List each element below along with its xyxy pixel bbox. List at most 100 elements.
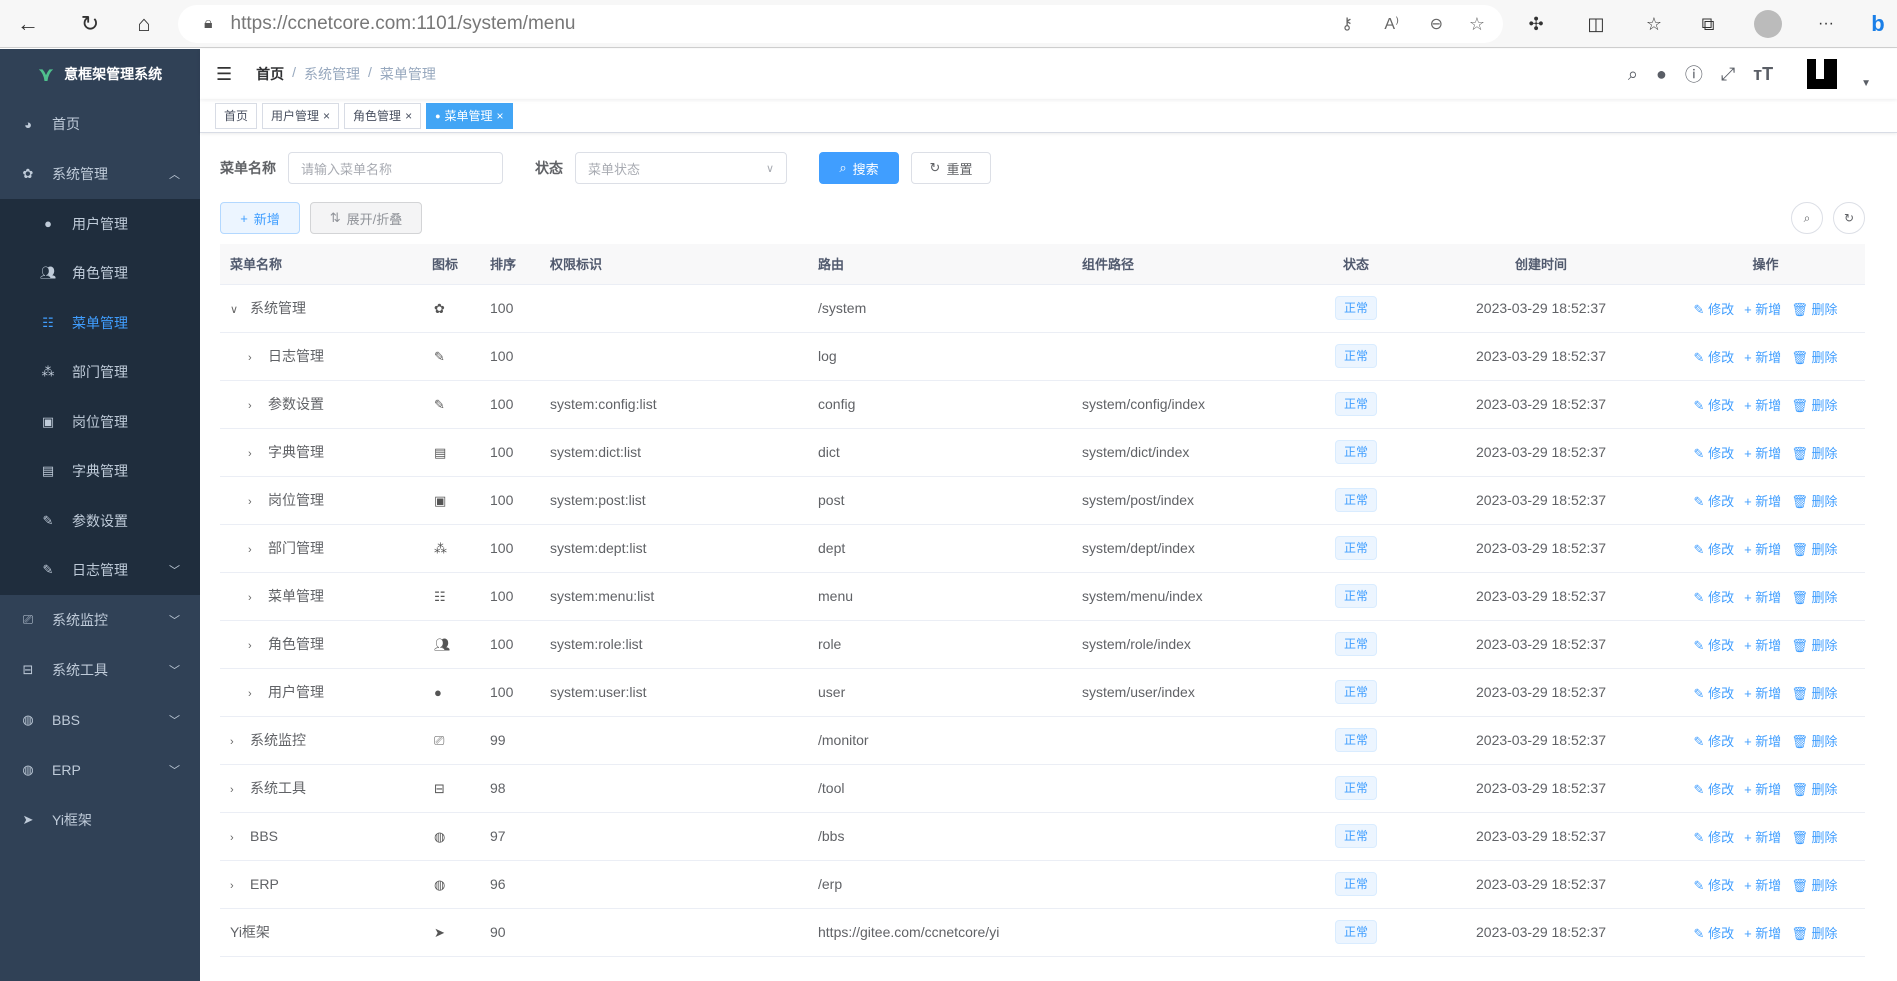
add-child-button[interactable]: + 新增 <box>1744 542 1781 557</box>
sidebar-item[interactable]: ➤ Yi框架 <box>0 795 200 845</box>
delete-button[interactable]: 🗑︎ 删除 <box>1791 638 1837 653</box>
delete-button[interactable]: 🗑︎ 删除 <box>1791 734 1837 749</box>
chevron-right-icon[interactable]: › <box>230 736 234 748</box>
extensions-icon[interactable]: ✣ <box>1528 13 1544 34</box>
delete-button[interactable]: 🗑︎ 删除 <box>1791 830 1837 845</box>
sidebar-item[interactable]: ◍ BBS ﹀ <box>0 695 200 745</box>
delete-button[interactable]: 🗑︎ 删除 <box>1791 926 1837 941</box>
add-child-button[interactable]: + 新增 <box>1744 638 1781 653</box>
sidebar-item[interactable]: ◍ ERP ﹀ <box>0 745 200 795</box>
home-icon[interactable]: ⌂ <box>137 11 151 36</box>
table-row[interactable]: › 系统工具 ⊟ 98/tool 正常 2023-03-29 18:52:37 ✎ 修改 + … <box>220 764 1865 813</box>
more-icon[interactable]: ··· <box>1818 15 1834 32</box>
chevron-right-icon[interactable]: › <box>248 448 252 460</box>
sidebar-item[interactable]: ✿ 系统管理 ︿ <box>0 149 200 199</box>
refresh-button[interactable]: ↻ <box>1833 202 1865 234</box>
delete-button[interactable]: 🗑︎ 删除 <box>1791 686 1837 701</box>
address-bar[interactable]: 🔒︎ https://ccnetcore.com:1101/system/men… <box>178 5 1503 43</box>
key-icon[interactable]: ⚷ <box>1341 16 1353 33</box>
help-icon[interactable]: ⓘ <box>1684 65 1703 85</box>
chevron-down-icon[interactable]: ∨ <box>230 304 239 316</box>
table-row[interactable]: ∨ 系统管理 ✿ 100/system 正常 2023-03-29 18:52:37 ✎ 修… <box>220 284 1865 333</box>
sidebar-item[interactable]: ✎ 日志管理 ﹀ <box>0 546 200 596</box>
edit-button[interactable]: ✎ 修改 <box>1694 830 1735 845</box>
sidebar-item[interactable]: ⎚ 系统监控 ﹀ <box>0 595 200 645</box>
chevron-right-icon[interactable]: › <box>248 592 252 604</box>
breadcrumb-home[interactable]: 首页 <box>256 66 285 82</box>
add-child-button[interactable]: + 新增 <box>1744 782 1781 797</box>
delete-button[interactable]: 🗑︎ 删除 <box>1791 350 1837 365</box>
edit-button[interactable]: ✎ 修改 <box>1694 686 1735 701</box>
delete-button[interactable]: 🗑︎ 删除 <box>1791 590 1837 605</box>
sidebar-logo[interactable]: ⋎ 意框架管理系统 <box>0 49 200 99</box>
edit-button[interactable]: ✎ 修改 <box>1694 734 1735 749</box>
caret-down-icon[interactable]: ▼ <box>1861 77 1871 89</box>
chevron-right-icon[interactable]: › <box>248 640 252 652</box>
split-screen-icon[interactable]: ◫ <box>1587 13 1605 34</box>
table-row[interactable]: › 字典管理 ▤ 100 system:dict:list dict system/dict… <box>220 428 1865 477</box>
read-aloud-icon[interactable]: A⁾ <box>1384 16 1399 33</box>
bing-icon[interactable]: b <box>1871 11 1885 36</box>
edit-button[interactable]: ✎ 修改 <box>1694 638 1735 653</box>
fullscreen-icon[interactable]: ⤢ <box>1720 63 1736 84</box>
hamburger-icon[interactable]: ☰ <box>216 63 233 84</box>
add-child-button[interactable]: + 新增 <box>1744 446 1781 461</box>
chevron-right-icon[interactable]: › <box>248 544 252 556</box>
close-icon[interactable]: × <box>496 108 504 123</box>
table-row[interactable]: › 用户管理 ● 100 system:user:list user system/user… <box>220 668 1865 717</box>
edit-button[interactable]: ✎ 修改 <box>1694 398 1735 413</box>
sidebar-item[interactable]: ▣ 岗位管理 <box>0 397 200 447</box>
edit-button[interactable]: ✎ 修改 <box>1694 494 1735 509</box>
edit-button[interactable]: ✎ 修改 <box>1694 782 1735 797</box>
collections-icon[interactable]: ⧉ <box>1701 13 1715 34</box>
delete-button[interactable]: 🗑︎ 删除 <box>1791 494 1837 509</box>
sidebar-item[interactable]: ◕ 首页 <box>0 99 200 149</box>
table-row[interactable]: › 系统监控 ⎚ 99/monitor 正常 2023-03-29 18:52:37 ✎ 修… <box>220 716 1865 765</box>
add-child-button[interactable]: + 新增 <box>1744 350 1781 365</box>
edit-button[interactable]: ✎ 修改 <box>1694 350 1735 365</box>
add-child-button[interactable]: + 新增 <box>1744 734 1781 749</box>
table-row[interactable]: Yi框架 ➤ 90 https://gitee.com/ccnetcore/yi 正常 2… <box>220 908 1865 957</box>
sidebar-item[interactable]: ⊟ 系统工具 ﹀ <box>0 645 200 695</box>
add-child-button[interactable]: + 新增 <box>1744 830 1781 845</box>
sidebar-item[interactable]: ▤ 字典管理 <box>0 447 200 497</box>
add-button[interactable]: + 新增 <box>220 202 300 234</box>
table-row[interactable]: › 部门管理 ⁂ 100 system:dept:list dept system/dept… <box>220 524 1865 573</box>
reset-button[interactable]: ↻ 重置 <box>911 152 991 184</box>
tag-0[interactable]: 首页 <box>215 102 258 129</box>
back-icon[interactable]: ← <box>17 11 39 36</box>
toggle-search-button[interactable]: ⌕ <box>1791 202 1823 234</box>
table-row[interactable]: › 角色管理 👥︎ 100 system:role:list role system/rol… <box>220 620 1865 669</box>
chevron-right-icon[interactable]: › <box>248 400 252 412</box>
edit-button[interactable]: ✎ 修改 <box>1694 878 1735 893</box>
refresh-icon[interactable]: ↻ <box>80 11 100 36</box>
add-child-button[interactable]: + 新增 <box>1744 590 1781 605</box>
sidebar-item[interactable]: ☷ 菜单管理 <box>0 298 200 348</box>
table-row[interactable]: › 岗位管理 ▣ 100 system:post:list post system/post… <box>220 476 1865 525</box>
table-row[interactable]: › 参数设置 ✎ 100 system:config:list config system/… <box>220 380 1865 429</box>
chevron-right-icon[interactable]: › <box>230 880 234 892</box>
add-child-button[interactable]: + 新增 <box>1744 686 1781 701</box>
edit-button[interactable]: ✎ 修改 <box>1694 302 1735 317</box>
favorites-icon[interactable]: ☆ <box>1645 13 1663 34</box>
avatar[interactable] <box>1807 59 1838 89</box>
edit-button[interactable]: ✎ 修改 <box>1694 590 1735 605</box>
search-icon[interactable]: ⌕ <box>1627 63 1638 84</box>
sidebar-item[interactable]: ● 用户管理 <box>0 199 200 249</box>
status-select[interactable]: 菜单状态 ∨ <box>575 152 787 184</box>
add-child-button[interactable]: + 新增 <box>1744 494 1781 509</box>
edit-button[interactable]: ✎ 修改 <box>1694 542 1735 557</box>
delete-button[interactable]: 🗑︎ 删除 <box>1791 782 1837 797</box>
expand-collapse-button[interactable]: ⇅ 展开/折叠 <box>310 202 422 234</box>
sidebar-item[interactable]: 👥︎ 角色管理 <box>0 249 200 299</box>
chevron-right-icon[interactable]: › <box>248 688 252 700</box>
delete-button[interactable]: 🗑︎ 删除 <box>1791 446 1837 461</box>
profile-icon[interactable] <box>1752 8 1784 40</box>
delete-button[interactable]: 🗑︎ 删除 <box>1791 398 1837 413</box>
search-button[interactable]: ⌕ 搜索 <box>819 152 899 184</box>
github-icon[interactable]: ● <box>1656 63 1667 84</box>
delete-button[interactable]: 🗑︎ 删除 <box>1791 878 1837 893</box>
add-child-button[interactable]: + 新增 <box>1744 398 1781 413</box>
table-row[interactable]: › 菜单管理 ☷ 100 system:menu:list menu system/menu… <box>220 572 1865 621</box>
favorite-add-icon[interactable]: ☆ <box>1468 13 1485 34</box>
